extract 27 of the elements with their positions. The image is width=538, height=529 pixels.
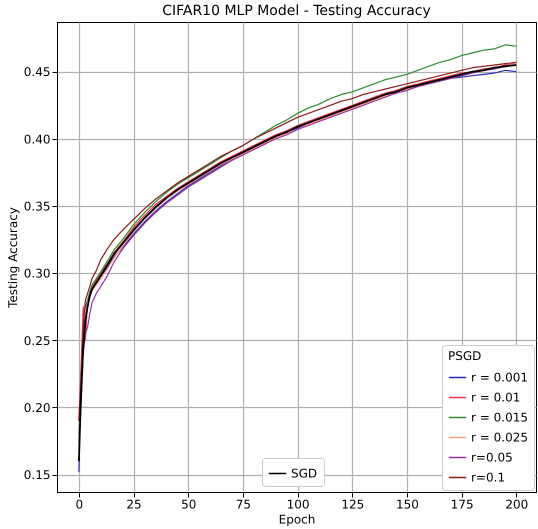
y-tick-label: 0.20 <box>24 400 50 415</box>
y-tick-label: 0.45 <box>24 65 50 80</box>
x-tick-label: 200 <box>505 498 528 512</box>
legend-label: r=0.05 <box>471 450 513 464</box>
x-axis-title: Epoch <box>278 512 316 526</box>
x-tick-label: 100 <box>286 498 310 512</box>
chart-title: CIFAR10 MLP Model - Testing Accuracy <box>162 3 431 19</box>
legend-title: PSGD <box>448 349 482 363</box>
legend-label: r = 0.025 <box>471 430 528 444</box>
y-tick-label: 0.35 <box>24 199 50 214</box>
legend-label: r = 0.01 <box>471 390 520 404</box>
legend-label: SGD <box>291 466 318 480</box>
y-tick-label: 0.25 <box>24 334 50 348</box>
x-tick-label: 0 <box>76 498 84 512</box>
x-tick-label: 125 <box>341 498 364 512</box>
y-tick-label: 0.40 <box>24 132 50 146</box>
legend-label: r = 0.015 <box>471 410 528 424</box>
y-tick-label: 0.30 <box>24 266 50 281</box>
y-tick-label: 0.15 <box>24 468 50 482</box>
y-axis-title: Testing Accuracy <box>6 207 20 309</box>
x-tick-label: 25 <box>126 498 142 512</box>
legend-label: r=0.1 <box>471 470 506 484</box>
legend-label: r = 0.001 <box>471 370 528 384</box>
x-tick-label: 75 <box>236 498 252 512</box>
x-tick-label: 50 <box>181 498 196 512</box>
x-tick-label: 175 <box>450 498 474 512</box>
x-tick-label: 150 <box>396 498 419 512</box>
